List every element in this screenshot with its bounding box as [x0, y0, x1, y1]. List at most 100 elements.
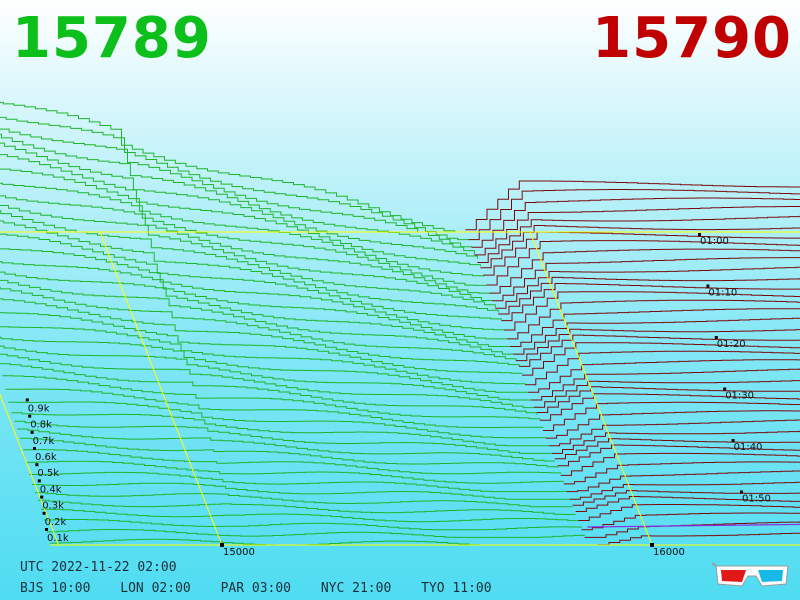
ask-depth-line [477, 215, 800, 263]
clock-par: PAR 03:00 [220, 581, 292, 596]
floor-gridline [0, 393, 60, 546]
bid-depth-line [0, 154, 481, 267]
ask-depth-line [554, 438, 800, 460]
ask-depth-line [528, 359, 800, 393]
3d-glasses-icon[interactable] [712, 560, 792, 592]
bid-depth-line [38, 499, 576, 515]
bid-depth-line [29, 471, 568, 493]
bid-depth-line [0, 286, 517, 361]
bid-depth-line [5, 388, 544, 428]
volume-tick-mark [35, 463, 39, 467]
ask-depth-line [545, 410, 800, 439]
ask-depth-line [578, 504, 800, 521]
bid-depth-line [0, 363, 538, 415]
ask-depth-line [465, 180, 800, 231]
time-tick-label: 01:40 [734, 442, 763, 453]
world-clocks: BJS 10:00 LON 02:00 PAR 03:00 NYC 21:00 … [20, 581, 514, 596]
ask-depth-line [539, 393, 800, 421]
baseline-line [587, 523, 800, 528]
bid-depth-line [44, 519, 582, 531]
bid-depth-line [23, 449, 562, 475]
volume-tick-label: 0.9k [28, 403, 50, 414]
ask-price: 15790 [592, 6, 792, 71]
price-tick-label: 16000 [653, 547, 685, 558]
bid-depth-line [17, 428, 555, 462]
volume-tick-mark [30, 430, 34, 434]
ask-depth-line [507, 299, 800, 340]
ask-depth-line [510, 308, 800, 347]
volume-tick-label: 0.1k [47, 533, 69, 544]
bid-depth-line [0, 312, 523, 374]
ask-depth-line [587, 532, 800, 546]
volume-tick-label: 0.8k [30, 420, 52, 431]
utc-time: UTC 2022-11-22 02:00 [20, 560, 177, 575]
time-tick-mark [740, 490, 743, 494]
bid-depth-line [50, 538, 588, 546]
volume-tick-label: 0.6k [35, 452, 57, 463]
bid-depth-line [41, 508, 580, 523]
bid-depth-line [0, 353, 534, 409]
ask-depth-line [489, 248, 800, 294]
volume-tick-mark [33, 447, 36, 450]
bid-depth-line [47, 529, 585, 538]
bid-depth-line [35, 492, 573, 508]
bid-depth-line [20, 437, 559, 468]
volume-tick-mark [25, 398, 29, 402]
bid-depth-line [0, 167, 484, 277]
clock-nyc: NYC 21:00 [320, 581, 392, 596]
time-tick-label: 01:50 [742, 494, 771, 505]
ask-depth-line [563, 461, 800, 485]
ask-depth-line [486, 240, 800, 286]
volume-tick-label: 0.7k [33, 436, 55, 447]
ask-depth-line [566, 470, 800, 493]
ask-depth-line [542, 401, 800, 431]
time-tick-mark [706, 284, 710, 288]
bid-depth-line [11, 412, 549, 447]
ask-depth-line [480, 225, 800, 269]
price-tick-mark [650, 543, 654, 547]
bid-price: 15789 [12, 6, 212, 71]
bid-depth-line [0, 101, 466, 233]
volume-tick-mark [42, 511, 46, 515]
time-tick-label: 01:20 [717, 339, 746, 350]
ask-depth-line [560, 452, 800, 476]
bid-depth-line [0, 326, 526, 385]
ask-depth-line [471, 197, 800, 248]
ask-depth-line [581, 512, 800, 531]
ask-depth-line [536, 386, 800, 413]
time-tick-label: 01:00 [700, 236, 729, 247]
bid-depth-line [0, 279, 514, 355]
time-tick-mark [731, 439, 735, 442]
ask-depth-line [516, 328, 800, 362]
bid-depth-line [8, 401, 547, 439]
bid-depth-line [0, 248, 505, 331]
bid-depth-line [32, 482, 570, 500]
price-tick-label: 15000 [223, 547, 255, 558]
bid-depth-line [14, 420, 552, 454]
bid-depth-line [0, 271, 511, 347]
ask-depth-line [548, 419, 800, 447]
volume-tick-mark [40, 495, 44, 499]
bid-depth-line [0, 142, 478, 259]
ask-depth-line [584, 521, 800, 538]
volume-tick-label: 0.5k [37, 468, 59, 479]
bid-depth-line [0, 261, 508, 340]
volume-tick-label: 0.2k [45, 517, 67, 528]
bid-depth-line [0, 220, 499, 313]
volume-tick-mark [37, 479, 41, 483]
volume-tick-label: 0.3k [42, 501, 64, 512]
ask-depth-line [519, 334, 800, 367]
ask-depth-line [525, 350, 800, 386]
bid-depth-line [0, 182, 487, 286]
bid-depth-line [0, 210, 496, 308]
bid-depth-line [0, 233, 502, 320]
ask-depth-line [501, 283, 800, 322]
ask-depth-line [557, 444, 800, 467]
bid-depth-line [0, 205, 493, 301]
clock-bjs: BJS 10:00 [20, 581, 91, 596]
volume-tick-mark [45, 528, 48, 531]
volume-tick-mark [28, 414, 32, 418]
ask-depth-line [522, 342, 800, 376]
time-tick-label: 01:10 [708, 288, 737, 299]
